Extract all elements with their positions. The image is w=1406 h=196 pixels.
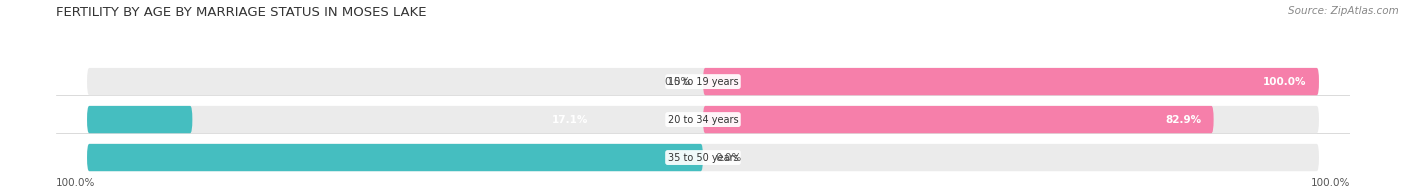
FancyBboxPatch shape — [87, 144, 703, 171]
FancyBboxPatch shape — [87, 144, 1319, 171]
FancyBboxPatch shape — [703, 106, 1213, 133]
FancyBboxPatch shape — [87, 106, 1319, 133]
Text: 0.0%: 0.0% — [716, 152, 741, 162]
Text: FERTILITY BY AGE BY MARRIAGE STATUS IN MOSES LAKE: FERTILITY BY AGE BY MARRIAGE STATUS IN M… — [56, 6, 427, 19]
Text: 17.1%: 17.1% — [553, 114, 589, 125]
Text: 100.0%: 100.0% — [34, 152, 77, 162]
FancyBboxPatch shape — [87, 68, 1319, 95]
Text: 35 to 50 years: 35 to 50 years — [668, 152, 738, 162]
Text: 100.0%: 100.0% — [1310, 178, 1350, 188]
FancyBboxPatch shape — [703, 68, 1319, 95]
Text: 15 to 19 years: 15 to 19 years — [668, 77, 738, 87]
Text: 82.9%: 82.9% — [1166, 114, 1201, 125]
Text: 0.0%: 0.0% — [665, 77, 690, 87]
Text: 100.0%: 100.0% — [1263, 77, 1306, 87]
Text: 20 to 34 years: 20 to 34 years — [668, 114, 738, 125]
Text: Source: ZipAtlas.com: Source: ZipAtlas.com — [1288, 6, 1399, 16]
FancyBboxPatch shape — [87, 106, 193, 133]
Text: 100.0%: 100.0% — [56, 178, 96, 188]
